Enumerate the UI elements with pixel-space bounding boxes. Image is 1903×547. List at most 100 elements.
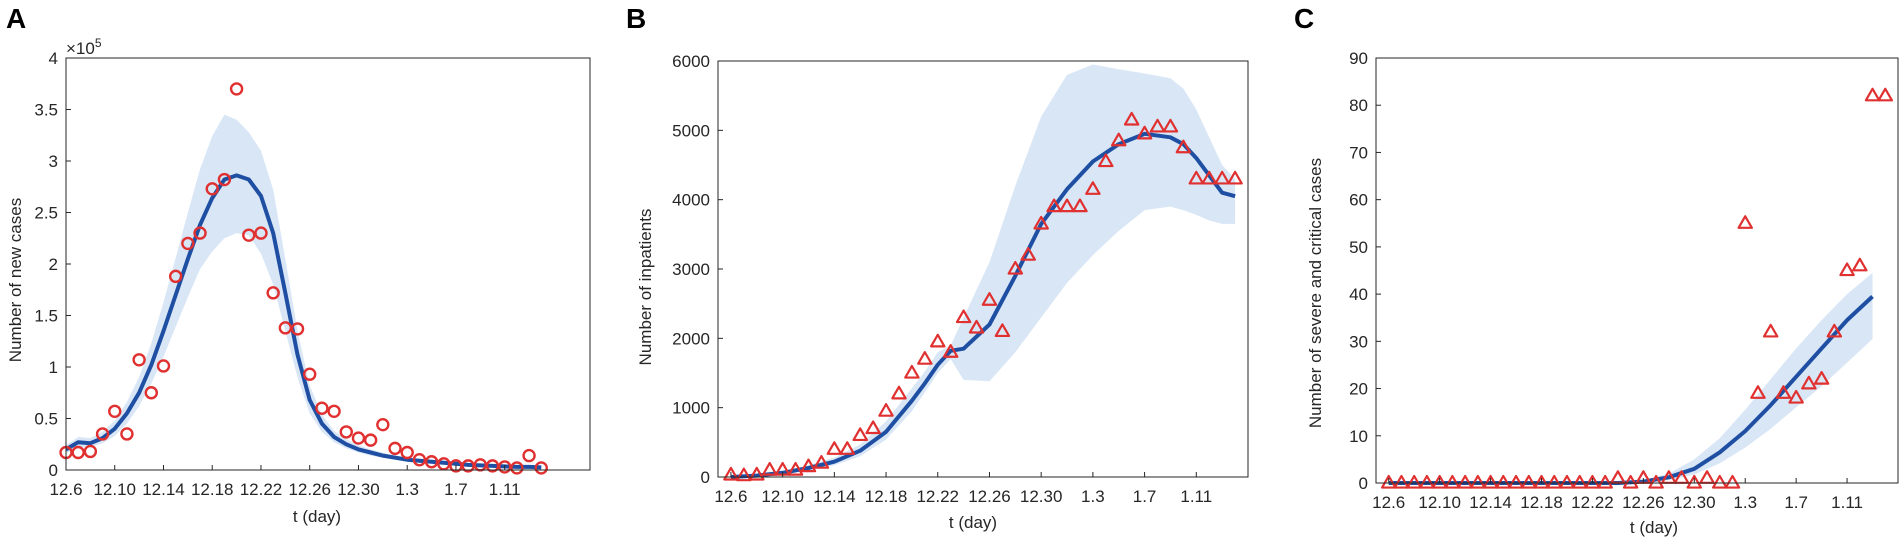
data-point xyxy=(1419,474,1435,489)
y-tick-label: 6000 xyxy=(672,52,710,71)
data-point xyxy=(1559,474,1575,489)
panel-b: B 0 1000 2000 3000 4000 5000 6000 12.6 12.10 12.1… xyxy=(626,3,1249,532)
data-point xyxy=(1175,139,1192,154)
y-exponent-base-a: ×10 xyxy=(66,39,95,58)
y-tick-label: 80 xyxy=(1349,96,1368,115)
x-tick-label: 12.30 xyxy=(337,480,380,499)
data-point xyxy=(1864,87,1881,102)
x-tick-label: 12.18 xyxy=(1520,493,1563,512)
data-point xyxy=(723,466,739,481)
y-tick-label: 3 xyxy=(49,152,58,171)
y-tick-label: 3000 xyxy=(672,260,710,279)
data-point xyxy=(942,344,959,358)
data-point xyxy=(1007,260,1024,275)
x-tick-label: 12.10 xyxy=(1418,493,1461,512)
data-point xyxy=(156,359,171,373)
y-tick-label: 40 xyxy=(1349,285,1368,304)
x-tick-label: 1.7 xyxy=(444,480,468,499)
x-tick-label: 1.11 xyxy=(489,480,521,499)
data-point xyxy=(181,236,195,251)
data-point xyxy=(388,441,402,456)
fit-line-path xyxy=(730,131,1236,479)
data-point xyxy=(278,321,293,335)
data-point xyxy=(400,445,414,460)
data-point xyxy=(1521,474,1537,489)
data-point xyxy=(981,292,998,306)
data-point xyxy=(904,364,920,379)
data-point xyxy=(865,420,881,435)
fit-line-path xyxy=(64,173,542,470)
data-point xyxy=(1072,198,1088,213)
panel-letter-a: A xyxy=(6,3,26,34)
y-axis-title-c: Number of severe and critical cases xyxy=(1306,158,1325,428)
data-point xyxy=(1123,111,1140,126)
confidence-band-area xyxy=(730,64,1236,477)
axes-c: 0 10 20 30 40 50 60 70 80 90 12.6 12.10 12.14 12.18 12… xyxy=(1349,49,1899,512)
data-point xyxy=(254,226,268,240)
data-point xyxy=(1712,474,1728,489)
data-point xyxy=(1188,170,1205,185)
y-tick-label: 50 xyxy=(1349,238,1368,257)
data-point xyxy=(1110,132,1127,147)
data-point xyxy=(930,333,946,348)
data-point xyxy=(1457,474,1473,489)
data-point xyxy=(132,353,146,367)
observed-points-b xyxy=(723,111,1243,482)
x-tick-label: 12.22 xyxy=(916,487,959,506)
data-point xyxy=(891,385,907,400)
y-tick-label: 4000 xyxy=(672,191,710,210)
data-point xyxy=(1085,181,1101,195)
y-tick-label: 10 xyxy=(1349,427,1368,446)
data-point xyxy=(1482,474,1499,489)
y-tick-label: 1000 xyxy=(672,399,710,418)
axes-a: 0 0.5 1 1.5 2 2.5 3 3.5 4 12.6 12.10 12.14 12.18 12.2… xyxy=(34,49,591,499)
y-tick-label: 2 xyxy=(49,255,58,274)
data-point xyxy=(1750,385,1766,399)
panel-a: A 0 0.5 1 1.5 2 2.5 3 3.5 4 12.6 12.10 12.14 12.18 12… xyxy=(6,3,591,526)
data-point xyxy=(412,453,427,467)
data-point xyxy=(168,269,183,284)
data-point xyxy=(787,461,804,476)
fit-line-b xyxy=(730,131,1236,479)
x-tick-label: 12.22 xyxy=(1571,493,1614,512)
data-point xyxy=(1059,198,1075,213)
data-point xyxy=(1020,247,1036,261)
data-point xyxy=(1444,474,1461,489)
data-point xyxy=(108,404,122,418)
data-point xyxy=(83,444,98,459)
data-point xyxy=(534,461,548,475)
data-point xyxy=(327,404,341,418)
data-point xyxy=(826,441,843,455)
x-tick-label: 1.3 xyxy=(395,480,419,499)
data-point xyxy=(424,455,439,469)
data-point xyxy=(839,441,856,455)
data-point xyxy=(1149,118,1166,133)
panel-letter-c: C xyxy=(1294,3,1314,34)
data-point xyxy=(968,319,985,334)
data-point xyxy=(1788,389,1804,404)
data-point xyxy=(522,448,536,463)
data-point xyxy=(1622,474,1639,489)
data-point xyxy=(120,427,134,441)
data-point xyxy=(1495,474,1512,489)
data-point xyxy=(1813,371,1830,385)
data-point xyxy=(229,82,244,96)
x-axis-title-c: t (day) xyxy=(1630,518,1678,537)
x-axis-title-a: t (day) xyxy=(293,507,341,526)
x-tick-label: 12.6 xyxy=(1372,493,1405,512)
data-point xyxy=(1406,474,1422,489)
data-point xyxy=(315,401,329,415)
x-axis-title-b: t (day) xyxy=(949,513,997,532)
confidence-band-area xyxy=(66,114,542,468)
data-point xyxy=(437,457,451,471)
data-point xyxy=(1136,125,1153,140)
data-point xyxy=(242,228,256,242)
panel-c: C 0 10 20 30 40 50 60 70 80 90 12.6 12.10 12.14 12.18… xyxy=(1294,3,1899,537)
x-tick-label: 1.7 xyxy=(1133,487,1157,506)
y-tick-label: 5000 xyxy=(672,121,710,140)
data-point xyxy=(1584,474,1601,489)
y-tick-label: 60 xyxy=(1349,191,1368,210)
data-point xyxy=(71,445,85,460)
data-point xyxy=(1699,470,1715,484)
y-tick-label: 3.5 xyxy=(34,101,58,120)
